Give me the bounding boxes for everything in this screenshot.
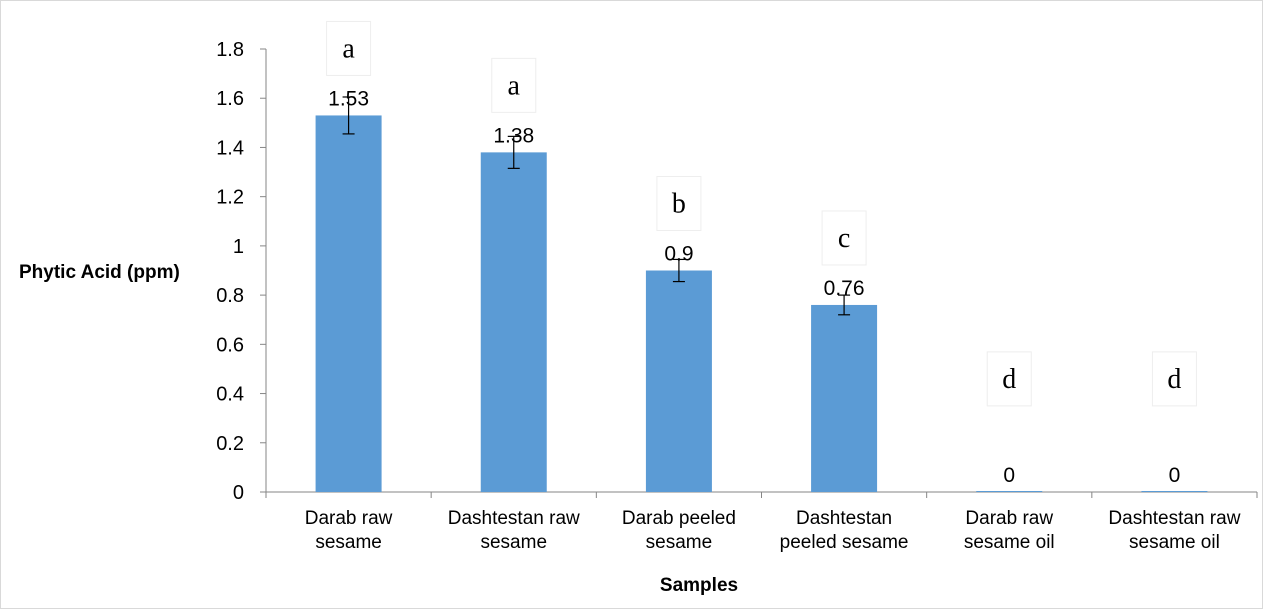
data-labels: 1.53 1.38 0.9 0.76 0 0	[328, 87, 1180, 487]
y-tick-label: 1.4	[216, 137, 244, 159]
x-axis: Darab raw sesame Dashtestan raw sesame Darab…	[265, 491, 1258, 553]
x-category-label: Dashtestan raw sesame	[448, 508, 580, 553]
data-label: 0.9	[664, 243, 693, 266]
y-tick-label: 0.8	[216, 285, 244, 307]
y-tick-label: 0.6	[216, 334, 244, 356]
data-label: 0	[1003, 464, 1015, 487]
bar	[1141, 491, 1208, 492]
data-label: 1.53	[328, 87, 369, 110]
x-category-label: Dashtestan raw sesame oil	[1108, 508, 1240, 553]
y-tick-label: 0.4	[216, 384, 244, 406]
bar	[480, 152, 547, 492]
y-tick-label: 1.2	[216, 187, 244, 209]
y-tick-label: 0	[233, 482, 244, 504]
significance-letter: b	[672, 189, 686, 220]
significance-box	[491, 57, 537, 113]
significance-box	[326, 20, 372, 76]
bar	[811, 304, 878, 492]
data-label: 1.38	[493, 124, 534, 147]
x-category-label: Dashtestan peeled sesame	[780, 508, 909, 553]
significance-box	[986, 351, 1032, 407]
bars	[315, 96, 1208, 492]
significance-box	[821, 210, 867, 266]
significance-box	[1151, 351, 1197, 407]
x-category-label: Darab raw sesame oil	[964, 508, 1055, 553]
significance-letter: d	[1002, 364, 1016, 395]
y-axis: 0 0.2 0.4 0.6 0.8 1 1.2 1.4 1.6 1.8	[216, 39, 267, 504]
y-tick-label: 0.2	[216, 433, 244, 455]
significance-letters: a a b c d d	[326, 20, 1197, 407]
significance-letter: d	[1167, 364, 1181, 395]
data-label: 0.76	[824, 277, 865, 300]
y-tick-label: 1.8	[216, 39, 244, 61]
bar	[976, 491, 1043, 492]
y-axis-title: Phytic Acid (ppm)	[19, 262, 180, 283]
significance-letter: a	[508, 70, 521, 101]
bar	[315, 115, 382, 492]
x-category-label: Darab peeled sesame	[622, 508, 736, 553]
significance-box	[656, 176, 702, 231]
y-tick-label: 1	[233, 236, 244, 258]
x-category-label: Darab raw sesame	[305, 508, 393, 553]
x-axis-title: Samples	[660, 575, 738, 596]
y-tick-label: 1.6	[216, 88, 244, 110]
significance-letter: a	[342, 33, 355, 64]
bar	[645, 270, 712, 492]
significance-letter: c	[838, 223, 850, 254]
data-label: 0	[1169, 464, 1181, 487]
